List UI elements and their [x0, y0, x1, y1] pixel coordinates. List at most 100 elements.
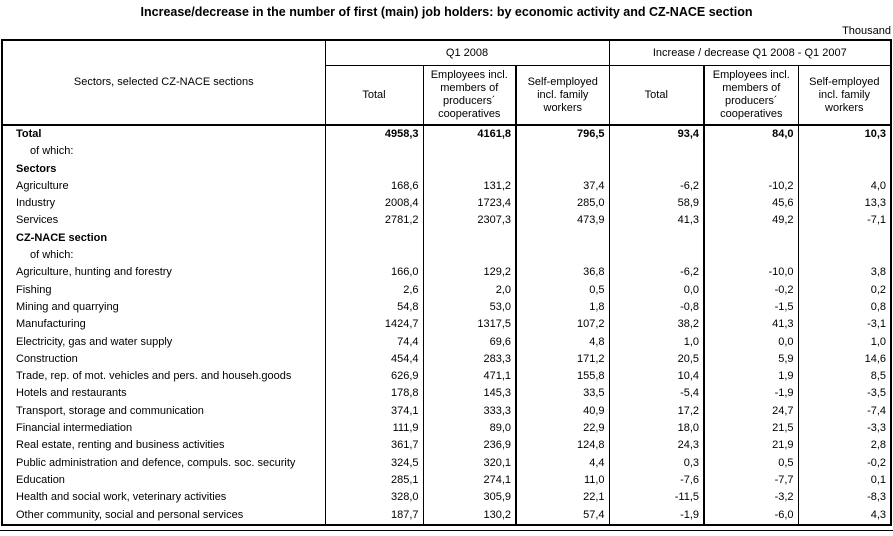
cell-value: -1,9	[609, 506, 706, 525]
cell-value: 796,5	[516, 125, 610, 144]
row-label: Financial intermediation	[2, 420, 326, 438]
cell-value	[798, 247, 891, 264]
col-group-increase-decrease: Increase / decrease Q1 2008 - Q1 2007	[609, 40, 892, 66]
cell-value: 454,4	[325, 350, 424, 369]
row-label: Health and social work, veterinary activ…	[2, 489, 326, 507]
cell-value	[704, 143, 799, 161]
cell-value: 1,8	[516, 298, 610, 317]
cell-value: -3,3	[867, 422, 887, 435]
cell-value	[798, 143, 891, 160]
cell-value: -10,0	[704, 264, 799, 282]
row-label: Education	[2, 471, 326, 490]
cell-value	[609, 247, 706, 265]
header-sub-row: Total Employees incl. members of produce…	[2, 65, 892, 126]
cell-value: 320,1	[423, 454, 517, 472]
cell-value: 1,0	[609, 333, 706, 351]
cell-value: 24,7	[704, 402, 799, 421]
cell-value	[516, 229, 610, 248]
table-row: Construction 454,4 283,3 171,2 20,5 5,9 14,6	[2, 350, 891, 369]
cell-value: 4958,3	[325, 125, 424, 144]
cell-value: 471,1	[423, 368, 517, 386]
row-label: Trade, rep. of mot. vehicles and pers. a…	[2, 368, 326, 386]
cell-value: 328,0	[325, 489, 424, 507]
cell-value: 0,0	[609, 281, 706, 299]
cell-value: 236,9	[423, 437, 517, 455]
cell-value: -7,1	[867, 214, 887, 227]
cell-value: 187,7	[325, 506, 424, 525]
row-label: Electricity, gas and water supply	[2, 333, 326, 351]
cell-value: -10,2	[704, 177, 799, 196]
table-row: of which:	[2, 247, 891, 265]
cell-value	[704, 160, 799, 178]
cell-value: 33,5	[516, 385, 610, 403]
table-row: Electricity, gas and water supply 74,4 69,…	[2, 333, 891, 351]
cell-value: 111,9	[325, 420, 424, 438]
row-label: Real estate, renting and business activi…	[2, 437, 326, 455]
cell-value: 129,2	[423, 264, 517, 282]
cell-value: 11,0	[516, 471, 610, 490]
cell-value: 473,9	[516, 212, 610, 230]
header-group-row: Sectors, selected CZ-NACE sections Q1 20…	[2, 40, 892, 126]
cell-value: -1,5	[704, 298, 799, 317]
table-row: Sectors	[2, 160, 891, 178]
cell-value: 5,9	[704, 350, 799, 369]
table-row: Total 4958,3 4161,8 796,5 93,4 84,0 10,3	[2, 125, 891, 144]
cell-value	[609, 229, 706, 248]
cell-value: 2781,2	[325, 212, 424, 230]
table-row: CZ-NACE section	[2, 229, 891, 248]
cell-value: 274,1	[423, 471, 517, 490]
cell-value: -5,4	[609, 385, 706, 403]
cell-value: 361,7	[325, 437, 424, 455]
cell-value: 4,4	[516, 454, 610, 472]
cell-value	[798, 161, 891, 178]
cell-value: 3,8	[870, 266, 887, 279]
cell-value: 24,3	[609, 437, 706, 455]
cell-value: 58,9	[609, 195, 706, 213]
row-label: of which:	[2, 247, 326, 265]
cell-value	[325, 143, 424, 161]
cell-value: 4,3	[870, 508, 887, 521]
cell-value: 93,4	[609, 125, 706, 144]
cell-value: 53,0	[423, 298, 517, 317]
cell-value: 0,3	[609, 454, 706, 472]
row-label: Manufacturing	[2, 316, 326, 334]
cell-value: 626,9	[325, 368, 424, 386]
cell-value: 285,1	[325, 471, 424, 490]
cell-value: 283,3	[423, 350, 517, 369]
cell-value: 333,3	[423, 402, 517, 421]
cell-value: 124,8	[516, 437, 610, 455]
cell-value: 131,2	[423, 177, 517, 196]
cell-value: 0,5	[704, 454, 799, 472]
cell-value: 74,4	[325, 333, 424, 351]
cell-value: 22,9	[516, 420, 610, 438]
cell-value: 0,8	[870, 300, 887, 313]
cell-value: -3,5	[867, 387, 887, 400]
cell-value: 20,5	[609, 350, 706, 369]
cell-value: 1,0	[870, 335, 887, 348]
cell-value: 84,0	[704, 125, 799, 144]
cell-value: -0,2	[704, 281, 799, 299]
table-row: Real estate, renting and business activi…	[2, 437, 891, 455]
cell-value: 1424,7	[325, 316, 424, 334]
cell-value: 21,9	[704, 437, 799, 455]
cell-value: 4,0	[870, 179, 887, 192]
cell-value: 1317,5	[423, 316, 517, 334]
cell-value: 178,8	[325, 385, 424, 403]
cell-value: 0,5	[516, 281, 610, 299]
cell-value: 2008,4	[325, 195, 424, 213]
row-label: of which:	[2, 143, 326, 161]
row-header-cell: Sectors, selected CZ-NACE sections	[2, 40, 326, 126]
cell-value: 1723,4	[423, 195, 517, 213]
page-title: Increase/decrease in the number of first…	[140, 5, 753, 19]
cell-value: 0,1	[870, 473, 887, 486]
cell-value: 40,9	[516, 402, 610, 421]
cell-value: 41,3	[704, 316, 799, 334]
cell-value: -0,8	[609, 298, 706, 317]
cell-value: -0,2	[867, 456, 887, 469]
cell-value	[325, 160, 424, 178]
row-label: Industry	[2, 195, 326, 213]
cell-value	[423, 229, 517, 248]
cell-value: 155,8	[516, 368, 610, 386]
table-row: Industry 2008,4 1723,4 285,0 58,9 45,6 13,3	[2, 195, 891, 213]
row-label: Construction	[2, 350, 326, 369]
